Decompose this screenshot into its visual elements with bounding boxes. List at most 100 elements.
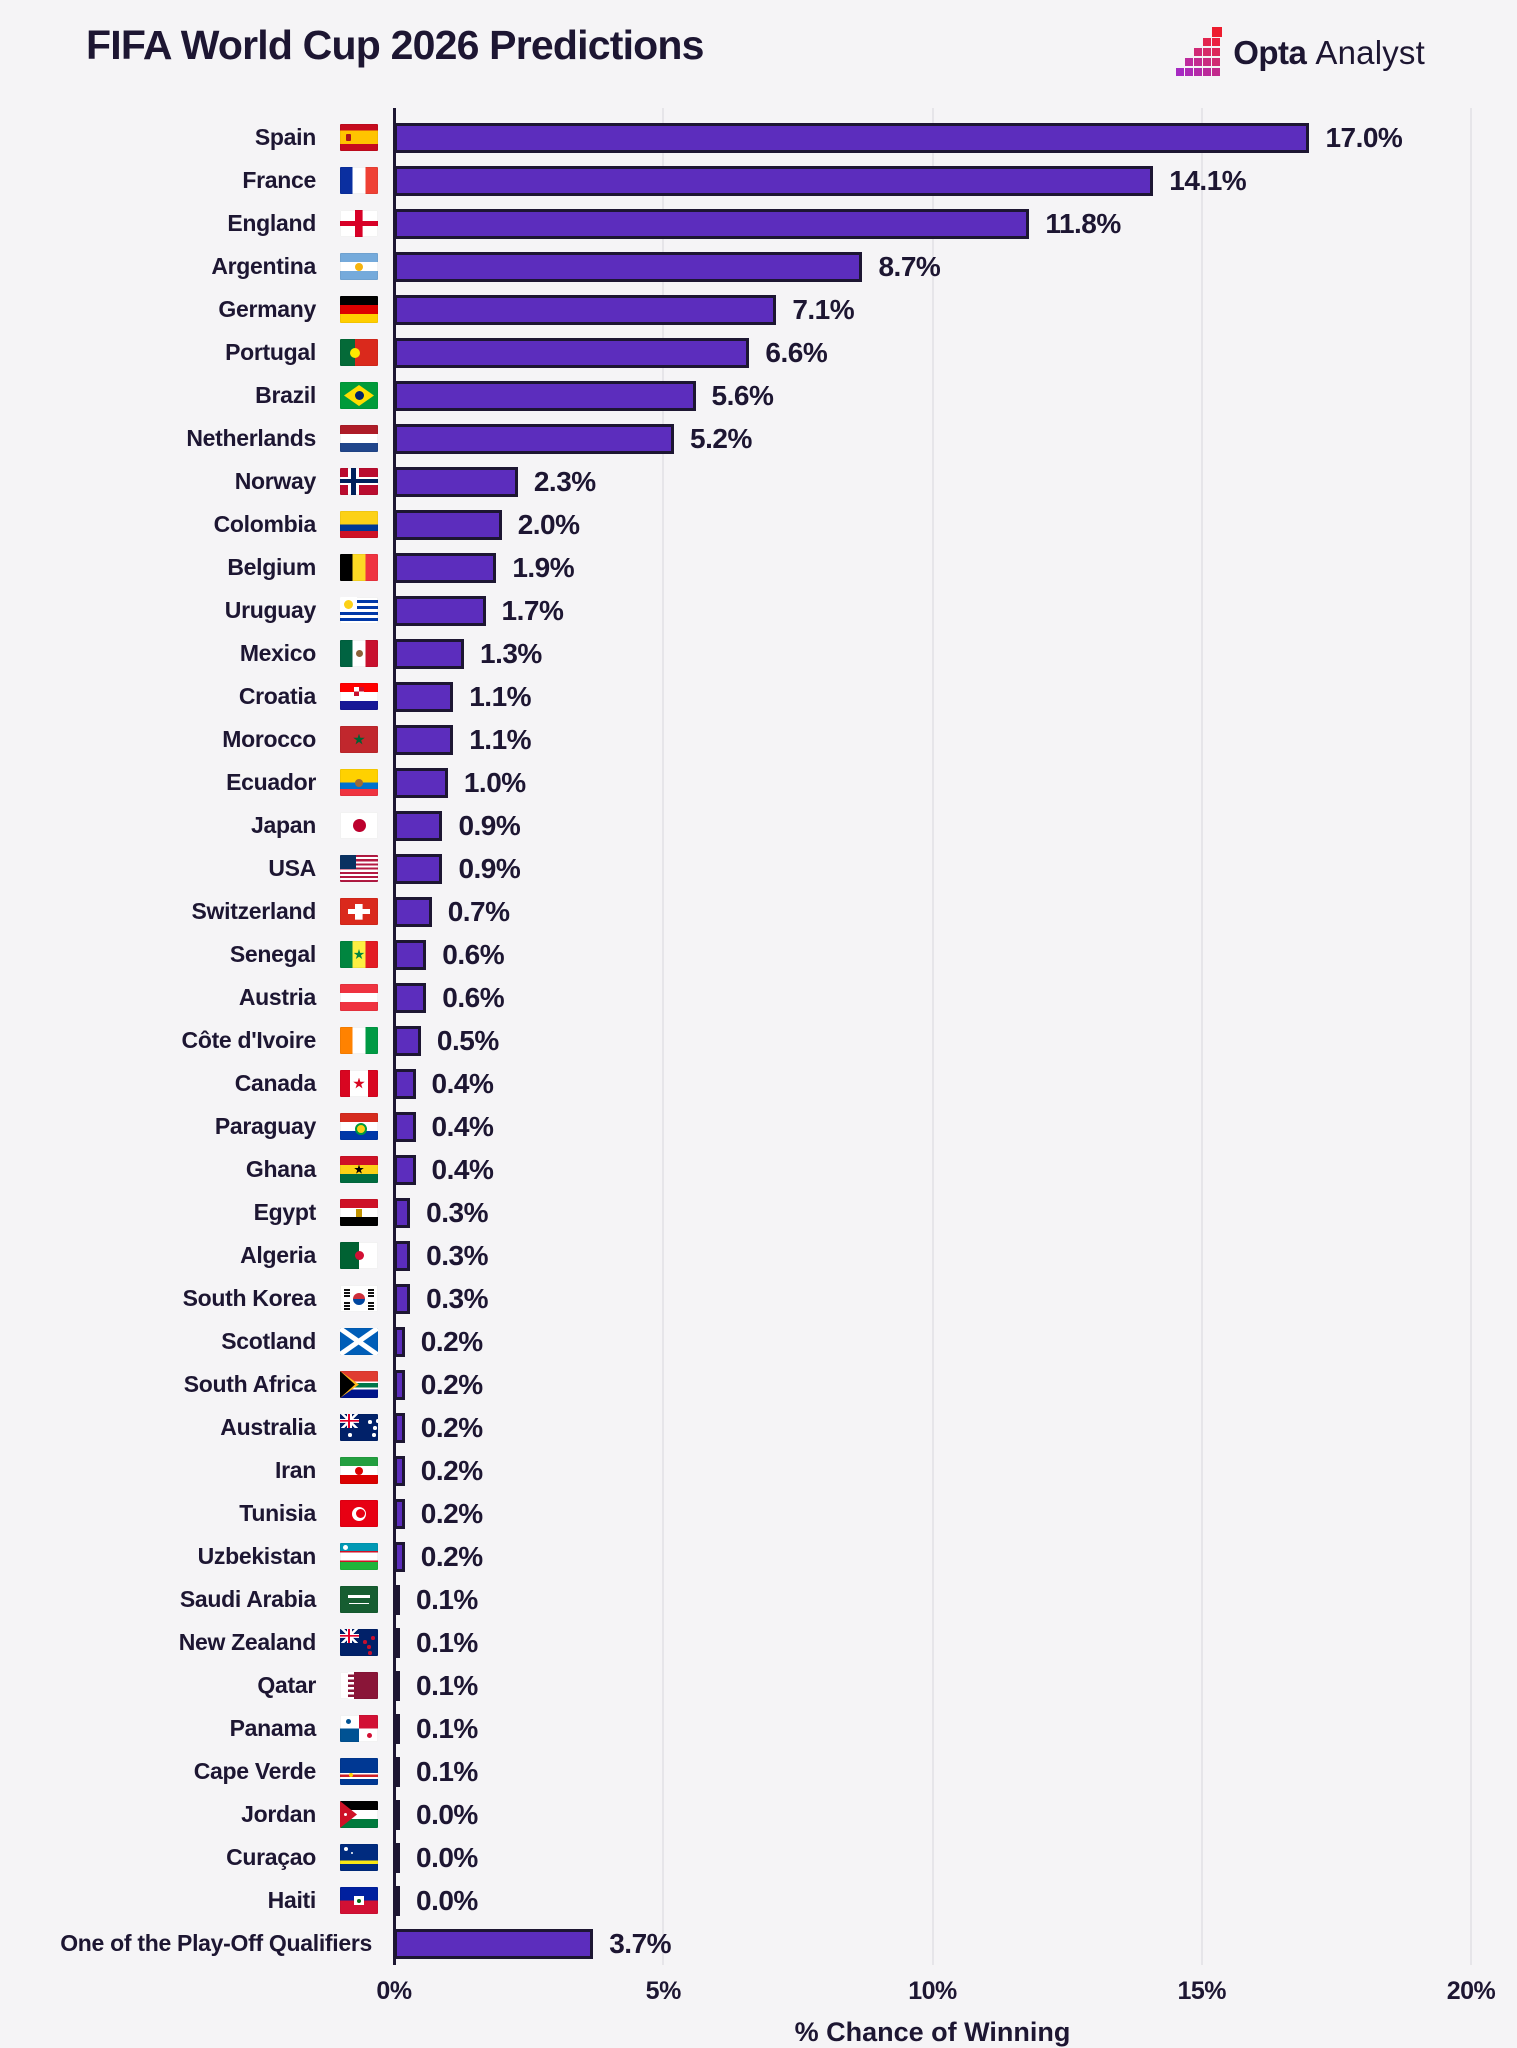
country-label: Uruguay xyxy=(224,597,317,623)
bar xyxy=(394,638,464,669)
x-axis-ticks: 0% 5% 10% 15% 20% xyxy=(376,1977,1495,2013)
bar-track: 0.9% xyxy=(394,853,1471,884)
value-label: 0.2% xyxy=(420,1368,483,1400)
value-label: 0.9% xyxy=(458,809,521,841)
country-label: Morocco xyxy=(222,726,316,752)
bar-track: 5.2% xyxy=(394,423,1471,454)
chart-row: Argentina 8.7% xyxy=(0,245,1517,288)
chart-row: Qatar 0.1% xyxy=(0,1664,1517,1707)
new-zealand-flag-icon xyxy=(340,1629,378,1656)
value-label: 14.1% xyxy=(1169,164,1247,196)
bar xyxy=(394,294,777,325)
brand-name-bold: Opta xyxy=(1233,34,1307,71)
chart-row: Algeria 0.3% xyxy=(0,1234,1517,1277)
country-label: Belgium xyxy=(227,554,316,580)
bar xyxy=(394,982,427,1013)
flag-cell xyxy=(338,941,394,968)
chart-row: Saudi Arabia 0.1% xyxy=(0,1578,1517,1621)
chart-row: Portugal 6.6% xyxy=(0,331,1517,374)
rows: Spain 17.0% France 14.1% England 11.8% Argenti… xyxy=(0,116,1517,1965)
iran-flag-icon xyxy=(340,1457,378,1484)
flag-cell xyxy=(338,1113,394,1140)
bar xyxy=(394,681,454,712)
flag-cell xyxy=(338,1199,394,1226)
value-label: 0.0% xyxy=(416,1798,478,1830)
flag-cell xyxy=(338,1457,394,1484)
value-label: 0.6% xyxy=(442,938,505,970)
country-label: Norway xyxy=(234,468,317,494)
cape-verde-flag-icon xyxy=(340,1758,378,1785)
canada-flag-icon xyxy=(340,1070,378,1097)
bar xyxy=(394,767,448,798)
value-label: 0.2% xyxy=(420,1540,483,1572)
value-label: 8.7% xyxy=(878,250,941,282)
bar xyxy=(394,122,1310,153)
bar-chart: Spain 17.0% France 14.1% England 11.8% Argenti… xyxy=(0,108,1517,1965)
country-label: Colombia xyxy=(213,511,317,537)
bar xyxy=(394,1412,405,1443)
value-label: 0.0% xyxy=(416,1884,478,1916)
bar-track: 6.6% xyxy=(394,337,1471,368)
bar xyxy=(394,853,443,884)
country-label: Scotland xyxy=(221,1328,316,1354)
value-label: 0.1% xyxy=(416,1583,478,1615)
bar xyxy=(394,251,863,282)
value-label: 1.1% xyxy=(469,723,532,755)
chart-row: Jordan 0.0% xyxy=(0,1793,1517,1836)
value-label: 7.1% xyxy=(792,293,855,325)
bar-track: 8.7% xyxy=(394,250,1471,282)
ecuador-flag-icon xyxy=(340,769,378,796)
country-label: Egypt xyxy=(253,1199,317,1225)
saudi-arabia-flag-icon xyxy=(340,1586,378,1613)
chart-row: Egypt 0.3% xyxy=(0,1191,1517,1234)
chart-row: USA 0.9% xyxy=(0,847,1517,890)
bar xyxy=(394,1326,405,1357)
flag-cell xyxy=(338,468,394,495)
bar xyxy=(394,724,454,755)
flag-cell xyxy=(338,683,394,710)
bar-track: 1.1% xyxy=(394,680,1471,712)
bar xyxy=(394,1111,416,1142)
chart-row: Netherlands 5.2% xyxy=(0,417,1517,460)
brazil-flag-icon xyxy=(340,382,378,409)
bar xyxy=(394,896,432,927)
bar xyxy=(394,380,696,411)
bar-track: 0.2% xyxy=(394,1412,1471,1443)
argentina-flag-icon xyxy=(340,253,378,280)
bar-track: 0.4% xyxy=(394,1154,1471,1185)
country-label: Austria xyxy=(238,984,316,1010)
flag-cell xyxy=(338,597,394,624)
flag-cell xyxy=(338,1758,394,1785)
south-korea-flag-icon xyxy=(340,1285,378,1312)
flag-cell xyxy=(338,339,394,366)
morocco-flag-icon xyxy=(340,726,378,753)
paraguay-flag-icon xyxy=(340,1113,378,1140)
flag-cell xyxy=(338,1500,394,1527)
flag-cell xyxy=(338,167,394,194)
bar-track: 11.8% xyxy=(394,208,1471,239)
chart-row: France 14.1% xyxy=(0,159,1517,202)
value-label: 1.1% xyxy=(469,680,532,712)
germany-flag-icon xyxy=(340,296,378,323)
bar-track: 2.3% xyxy=(394,466,1471,497)
chart-row: Norway 2.3% xyxy=(0,460,1517,503)
chart-row: Curaçao 0.0% xyxy=(0,1836,1517,1879)
chart-row: Senegal 0.6% xyxy=(0,933,1517,976)
tick-20pct: 20% xyxy=(1446,1977,1496,2005)
country-label: Spain xyxy=(254,124,316,150)
chart-row: Paraguay 0.4% xyxy=(0,1105,1517,1148)
bar-track: 0.1% xyxy=(394,1756,1471,1787)
uruguay-flag-icon xyxy=(340,597,378,624)
chart-row: Croatia 1.1% xyxy=(0,675,1517,718)
bar-track: 0.2% xyxy=(394,1498,1471,1529)
austria-flag-icon xyxy=(340,984,378,1011)
switzerland-flag-icon xyxy=(340,898,378,925)
flag-cell xyxy=(338,769,394,796)
croatia-flag-icon xyxy=(340,683,378,710)
chart-row: South Africa 0.2% xyxy=(0,1363,1517,1406)
country-label: Switzerland xyxy=(191,898,316,924)
value-label: 1.0% xyxy=(463,766,526,798)
bar xyxy=(394,509,502,540)
flag-cell xyxy=(338,1328,394,1355)
bar-track: 0.7% xyxy=(394,896,1471,927)
